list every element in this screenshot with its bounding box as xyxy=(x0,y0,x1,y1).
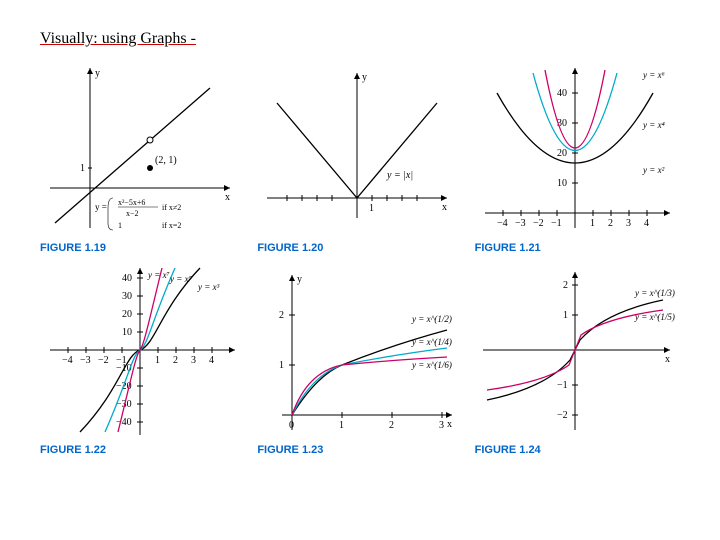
svg-text:2: 2 xyxy=(608,218,613,229)
figure-1-20: 1 y = |x| x y FIGURE 1.20 xyxy=(257,58,462,254)
svg-text:3: 3 xyxy=(439,420,444,431)
svg-text:y = x^(1/4): y = x^(1/4) xyxy=(411,337,452,347)
svg-text:0: 0 xyxy=(289,420,294,431)
svg-text:y: y xyxy=(362,72,367,83)
svg-text:y = x⁵: y = x⁵ xyxy=(169,274,192,284)
plot-1-22: 10203040 −10−20−30−40 −4−3−2−1 1234 y = … xyxy=(40,260,240,440)
svg-text:1: 1 xyxy=(155,355,160,366)
svg-text:2: 2 xyxy=(279,310,284,321)
svg-text:x²−5x+6: x²−5x+6 xyxy=(118,198,145,207)
svg-text:10: 10 xyxy=(122,327,132,338)
plot-1-19: 1 (2, 1) x y y = x²−5x+6 x−2 if x≠2 1 if… xyxy=(40,58,240,238)
figure-1-24: 1 2 −1 −2 y = x^(1/3) y = x^(1/5) x FIGU… xyxy=(475,260,680,456)
svg-text:1: 1 xyxy=(369,203,374,214)
figure-caption: FIGURE 1.24 xyxy=(475,444,680,456)
figure-1-19: 1 (2, 1) x y y = x²−5x+6 x−2 if x≠2 1 if… xyxy=(40,58,245,254)
svg-text:3: 3 xyxy=(191,355,196,366)
figure-caption: FIGURE 1.19 xyxy=(40,242,245,254)
svg-text:y = x^(1/2): y = x^(1/2) xyxy=(411,314,452,324)
svg-text:−4: −4 xyxy=(497,218,508,229)
svg-text:x: x xyxy=(665,354,670,365)
svg-text:1: 1 xyxy=(563,310,568,321)
svg-text:40: 40 xyxy=(122,273,132,284)
svg-text:−4: −4 xyxy=(62,355,73,366)
figure-caption: FIGURE 1.21 xyxy=(475,242,680,254)
svg-text:−2: −2 xyxy=(557,410,568,421)
svg-text:x: x xyxy=(225,192,230,203)
svg-text:−2: −2 xyxy=(98,355,109,366)
svg-text:if x≠2: if x≠2 xyxy=(162,203,181,212)
svg-text:20: 20 xyxy=(557,148,567,159)
svg-text:y = x⁴: y = x⁴ xyxy=(642,120,665,130)
figure-caption: FIGURE 1.20 xyxy=(257,242,462,254)
svg-text:x: x xyxy=(447,419,452,430)
figure-grid: 1 (2, 1) x y y = x²−5x+6 x−2 if x≠2 1 if… xyxy=(40,58,680,456)
svg-text:y = x^(1/5): y = x^(1/5) xyxy=(634,312,675,322)
svg-text:if x=2: if x=2 xyxy=(162,221,181,230)
svg-text:−1: −1 xyxy=(551,218,562,229)
svg-text:10: 10 xyxy=(557,178,567,189)
figure-caption: FIGURE 1.22 xyxy=(40,444,245,456)
svg-text:40: 40 xyxy=(557,88,567,99)
svg-text:y = x^(1/6): y = x^(1/6) xyxy=(411,360,452,370)
svg-text:y = x⁶: y = x⁶ xyxy=(642,70,665,80)
plot-1-23: 1 2 0 1 2 3 y = x^(1/2) y = x^(1/4) y = … xyxy=(257,260,457,440)
svg-text:y = x³: y = x³ xyxy=(197,282,220,292)
svg-text:−2: −2 xyxy=(533,218,544,229)
svg-text:4: 4 xyxy=(209,355,214,366)
svg-text:30: 30 xyxy=(122,291,132,302)
svg-text:1: 1 xyxy=(339,420,344,431)
svg-text:3: 3 xyxy=(626,218,631,229)
svg-text:−40: −40 xyxy=(116,417,132,428)
plot-1-24: 1 2 −1 −2 y = x^(1/3) y = x^(1/5) x xyxy=(475,260,675,440)
svg-text:x−2: x−2 xyxy=(126,209,139,218)
svg-text:(2, 1): (2, 1) xyxy=(155,155,177,166)
plot-1-20: 1 y = |x| x y xyxy=(257,58,457,238)
figure-1-21: 1020 3040 −4−3−2−1 1234 y = x⁶ y = x⁴ y … xyxy=(475,58,680,254)
svg-text:y: y xyxy=(95,68,100,79)
svg-text:y = |x|: y = |x| xyxy=(386,170,413,181)
svg-text:2: 2 xyxy=(563,280,568,291)
plot-1-21: 1020 3040 −4−3−2−1 1234 y = x⁶ y = x⁴ y … xyxy=(475,58,675,238)
svg-text:1: 1 xyxy=(590,218,595,229)
page-title: Visually: using Graphs - xyxy=(40,30,680,48)
svg-text:−3: −3 xyxy=(80,355,91,366)
svg-text:1: 1 xyxy=(80,163,85,174)
svg-text:4: 4 xyxy=(644,218,649,229)
svg-text:1: 1 xyxy=(118,221,122,230)
figure-1-23: 1 2 0 1 2 3 y = x^(1/2) y = x^(1/4) y = … xyxy=(257,260,462,456)
svg-text:y =: y = xyxy=(95,202,107,212)
svg-text:y = x²: y = x² xyxy=(642,165,665,175)
svg-text:2: 2 xyxy=(389,420,394,431)
svg-text:2: 2 xyxy=(173,355,178,366)
svg-text:x: x xyxy=(442,202,447,213)
svg-text:20: 20 xyxy=(122,309,132,320)
svg-text:1: 1 xyxy=(279,360,284,371)
svg-text:y: y xyxy=(297,274,302,285)
figure-1-22: 10203040 −10−20−30−40 −4−3−2−1 1234 y = … xyxy=(40,260,245,456)
svg-text:−3: −3 xyxy=(515,218,526,229)
svg-text:−1: −1 xyxy=(557,380,568,391)
svg-text:−1: −1 xyxy=(116,355,127,366)
svg-text:y = x⁷: y = x⁷ xyxy=(147,270,170,280)
figure-caption: FIGURE 1.23 xyxy=(257,444,462,456)
svg-text:y = x^(1/3): y = x^(1/3) xyxy=(634,288,675,298)
